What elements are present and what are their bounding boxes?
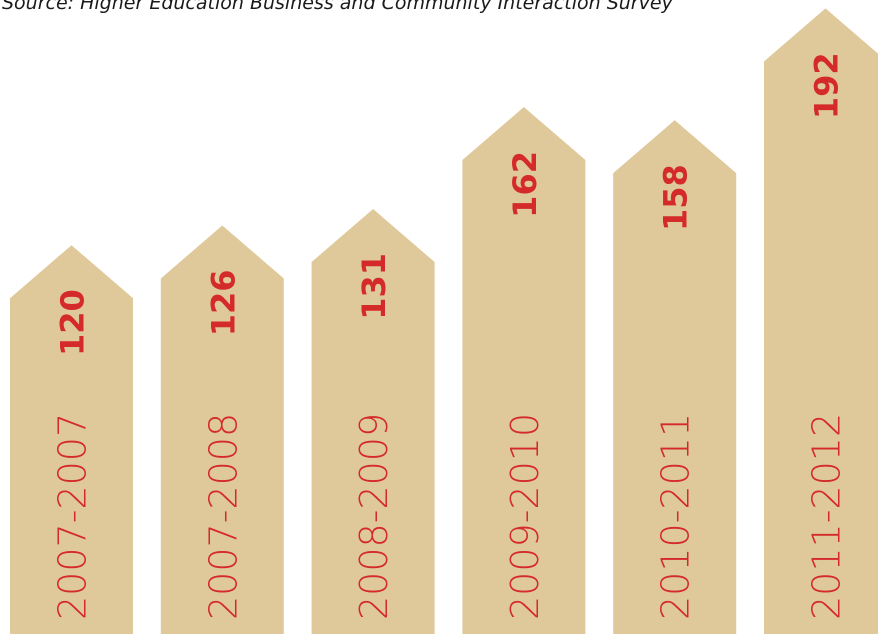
arrow-bar [462,107,586,634]
arrow-bar [160,225,284,634]
category-label: 2007-2007 [51,413,95,620]
category-label: 2007-2008 [201,413,245,620]
arrow-bar [311,209,435,634]
arrow-bar [764,8,878,634]
arrow-bar [613,120,737,634]
value-label: 192 [808,52,846,119]
value-label: 162 [506,151,544,218]
value-label: 126 [204,269,242,336]
category-label: 2010-2011 [654,413,698,620]
source-note: Source: Higher Education Business and Co… [2,0,674,14]
category-label: 2011-2012 [805,413,849,620]
category-label: 2009-2010 [503,413,547,620]
value-label: 120 [54,289,92,356]
category-label: 2008-2009 [352,413,396,620]
arrow-bar [10,245,133,634]
value-label: 158 [657,164,695,231]
value-label: 131 [355,253,393,320]
